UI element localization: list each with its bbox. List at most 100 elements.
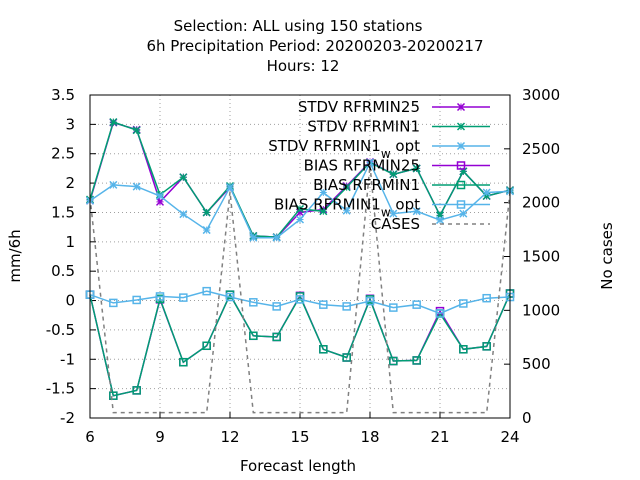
data-point: [295, 215, 305, 224]
y-tick-label: 1: [65, 233, 75, 251]
data-point: [319, 345, 328, 354]
y-tick-label: 2.5: [51, 145, 75, 163]
plot-area-border: [89, 94, 511, 419]
series-line: [89, 293, 511, 397]
y2-tick-label: 500: [522, 355, 551, 373]
axis-ticks: -2 -1.5 -1 -0.5 0 0.5 1 1.5 2 2.5 3 3.5 6 9 12 15 18 21 24…: [46, 86, 560, 446]
legend-sample-marker: [456, 102, 466, 112]
legend-sample-marker: [456, 141, 466, 151]
legend-sample-marker: [456, 161, 466, 170]
y-axis-label: mm/6h: [6, 229, 24, 282]
data-point: [389, 209, 398, 218]
data-point: [319, 188, 328, 197]
x-axis-label: Forecast length: [240, 457, 356, 475]
x-tick-label: 9: [155, 428, 165, 446]
data-point: [295, 295, 305, 304]
x-tick-label: 21: [430, 428, 449, 446]
legend-label-suffix: opt: [391, 137, 420, 155]
data-point: [202, 341, 211, 351]
series-4: [85, 289, 515, 400]
legend-sample-marker: [456, 200, 466, 209]
series-line: [89, 164, 511, 414]
data-point: [435, 216, 445, 225]
data-point: [342, 206, 351, 215]
legend-label-subscript: w: [381, 206, 391, 220]
data-point: [412, 356, 421, 365]
legend-sample-marker: [456, 122, 466, 131]
data-point: [342, 353, 351, 362]
legend-label-text: CASES: [371, 215, 420, 233]
data-point: [319, 300, 328, 309]
data-point: [412, 300, 421, 309]
legend-label: BIAS RFRMIN1: [313, 176, 420, 194]
data-point: [365, 158, 375, 167]
legend-label-text: STDV RFRMIN1: [268, 137, 381, 155]
data-point: [482, 342, 491, 351]
x-tick-label: 24: [500, 428, 519, 446]
legend-label-text: STDV RFRMIN1: [307, 118, 420, 136]
data-point: [155, 197, 165, 206]
data-point: [109, 180, 118, 189]
data-point: [132, 386, 141, 395]
data-point: [365, 296, 375, 306]
chart-title-line-1: Selection: ALL using 150 stations: [174, 17, 423, 35]
legend-label: STDV RFRMIN1: [307, 118, 420, 136]
data-point: [459, 209, 468, 218]
y-tick-label: -1: [60, 350, 75, 368]
y-tick-label: 0.5: [51, 262, 75, 280]
data-point: [389, 303, 398, 312]
series-5: [85, 286, 515, 318]
data-point: [459, 345, 468, 354]
x-tick-label: 6: [85, 428, 95, 446]
y-tick-label: 3.5: [51, 86, 75, 104]
data-point: [202, 226, 211, 235]
data-point: [202, 286, 211, 296]
legend-label-subscript: w: [381, 147, 391, 161]
legend-sample-marker: [456, 180, 466, 190]
data-point: [272, 302, 281, 311]
y-tick-label: 0: [65, 292, 75, 310]
legend-label: BIAS RFRMIN1w opt: [274, 196, 420, 220]
x-tick-label: 18: [360, 428, 379, 446]
data-point: [132, 295, 141, 305]
data-point: [295, 204, 305, 213]
data-point: [155, 191, 165, 201]
legend-label: STDV RFRMIN1w opt: [268, 137, 420, 161]
data-point: [435, 309, 445, 318]
data-point: [225, 183, 235, 192]
data-point: [482, 188, 491, 197]
series-lines: [85, 117, 515, 414]
data-point: [412, 207, 421, 216]
data-point: [179, 173, 188, 182]
legend-label-text: BIAS RFRMIN25: [304, 157, 420, 175]
y-tick-label: -1.5: [46, 380, 75, 398]
data-point: [109, 391, 118, 400]
x-tick-label: 12: [220, 428, 239, 446]
data-point: [272, 233, 281, 242]
data-point: [342, 183, 351, 192]
y2-axis-label: No cases: [598, 222, 616, 290]
data-point: [389, 356, 398, 366]
series-3: [85, 289, 515, 400]
y-tick-label: -2: [60, 409, 75, 427]
series-2: [85, 158, 515, 242]
data-point: [132, 182, 141, 191]
chart-title-line-2: 6h Precipitation Period: 20200203-202002…: [146, 37, 483, 55]
data-point: [179, 210, 188, 219]
data-point: [179, 357, 188, 367]
y-tick-label: 2: [65, 174, 75, 192]
data-point: [482, 293, 491, 303]
data-point: [132, 126, 141, 135]
data-point: [342, 302, 351, 311]
data-point: [249, 298, 258, 307]
legend-label: STDV RFRMIN25: [298, 98, 420, 116]
y2-tick-label: 2000: [522, 194, 560, 212]
y2-tick-label: 1000: [522, 301, 560, 319]
y2-tick-label: 2500: [522, 140, 560, 158]
chart-title-line-3: Hours: 12: [267, 57, 340, 75]
legend-label-suffix: opt: [391, 196, 420, 214]
data-point: [155, 292, 165, 301]
data-point: [109, 298, 118, 308]
data-point: [389, 170, 398, 179]
